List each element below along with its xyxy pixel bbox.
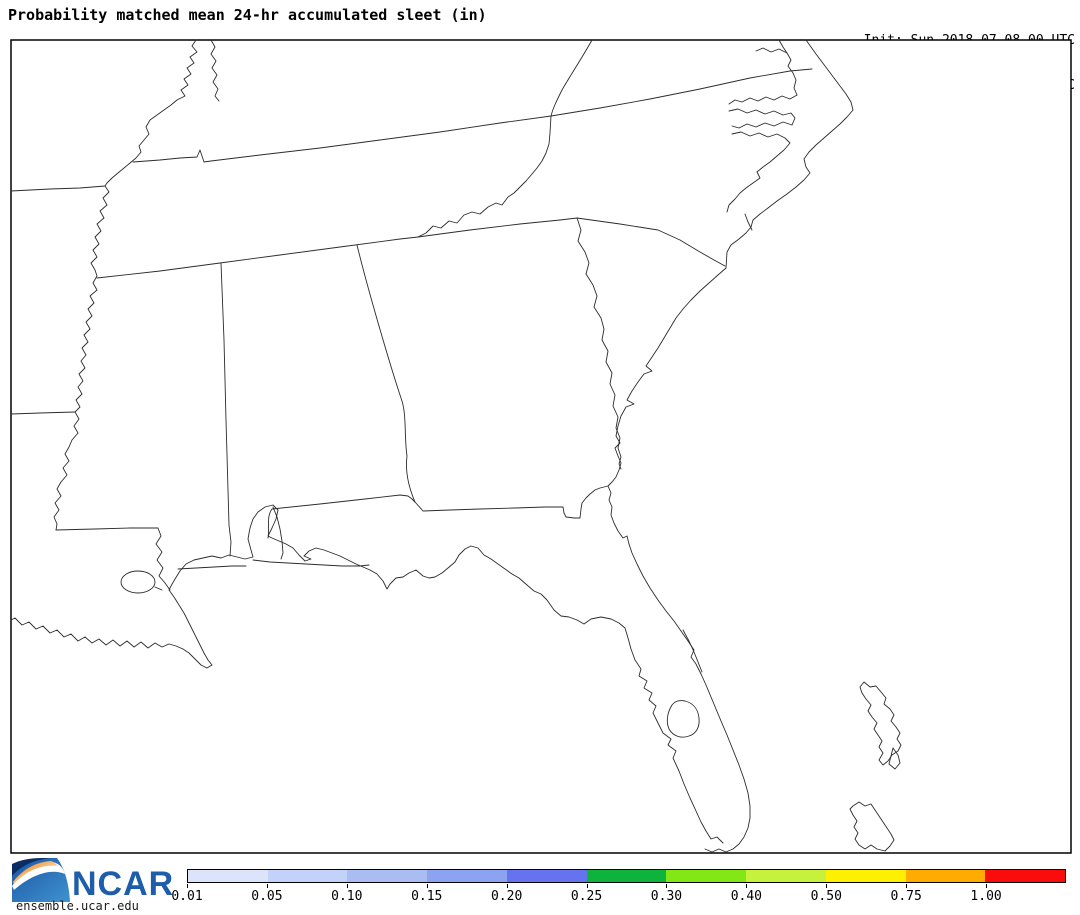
site-url-text: ensemble.ucar.edu [16,899,139,913]
coast-carolinas-georgia [607,267,727,487]
page-title: Probability matched mean 24-hr accumulat… [8,6,487,24]
colorbar-segment [825,870,906,882]
border-al-fl [267,494,416,539]
colorbar-tick [426,884,428,888]
estuary-albemarle [728,94,798,105]
lake-okeechobee [666,700,700,738]
colorbar-segment [347,870,428,882]
barrier-santa-rosa [252,559,370,567]
island-small [888,747,901,770]
coastline-gulf [10,504,724,844]
lake-pontchartrain-channel [154,586,163,591]
lagoon-indian-river [682,629,703,673]
colorbar-tick [986,884,988,888]
colorbar-segment [746,870,826,882]
colorbar-segment [427,870,507,882]
colorbar-tick [266,884,268,888]
colorbar-tick-label: 0.01 [171,889,203,904]
colorbar-tick-label: 1.00 [970,889,1002,904]
colorbar-segment [905,870,986,882]
ncar-logo-swoosh-white [12,862,65,890]
coast-virginia [778,39,798,96]
colorbar-tick-label: 0.10 [331,889,363,904]
colorbar-segment [506,870,587,882]
estuary-pamlico [731,121,793,129]
border-ar-la [10,411,76,415]
border-ms-al [220,262,232,557]
colorbar-tick-label: 0.20 [490,889,523,904]
coastline-atlantic [607,39,854,853]
colorbar-tick-label: 0.05 [251,889,283,904]
estuary-pamlico-south [726,131,791,213]
barrier-mississippi-sound [177,565,247,570]
colorbar-segment [586,870,667,882]
island-andros [849,801,895,852]
lakes [120,570,700,738]
coast-florida-west-and-gulf [10,504,724,844]
estuary-albemarle-south [728,108,796,126]
bay-mobile-east-shore [272,506,284,560]
estuary-james [755,47,788,54]
colorbar-tick [187,884,188,888]
colorbar-tick-label: 0.75 [890,889,922,904]
coast-outer-banks [725,39,854,269]
islands-bahamas [849,681,902,852]
colorbar-tick [346,884,348,888]
river-cape-fear [744,213,753,231]
colorbar-segment [188,870,268,882]
colorbar [187,869,1066,883]
border-ms-la [55,527,171,591]
border-tn-ky-va-nc [132,68,813,163]
border-ky-va [550,39,593,117]
colorbar-tick-label: 0.25 [570,889,603,904]
colorbar-tick [666,884,668,888]
colorbar-tick [906,884,908,888]
colorbar-segment [267,870,348,882]
colorbar-segments [188,870,1066,882]
colorbar-tick-label: 0.50 [810,889,842,904]
colorbar-tick [506,884,508,888]
colorbar-segment [985,870,1066,882]
island-abaco [859,681,902,766]
ncar-logo-wordmark: NCAR [72,865,174,903]
colorbar-tick [586,884,588,888]
map-border-frame [10,39,1072,854]
coast-florida-east [607,485,751,853]
colorbar-ticks: 0.01 0.05 0.10 0.15 0.20 0.25 0.30 0.40 0.50 0.75… [171,883,1066,909]
ncar-logo-swoosh-orange [13,861,58,884]
border-fl-ga [414,485,609,519]
river-mississippi [53,39,220,531]
ncar-logo: NCAR [8,856,218,904]
state-borders [10,39,813,591]
colorbar-tick [746,884,748,888]
border-ga-nc-sc [417,217,726,267]
border-ga-sc [576,217,622,470]
lake-pontchartrain [120,570,156,594]
colorbar-tick [826,884,828,888]
ncar-logo-navy-wedge [12,858,52,876]
colorbar-tick-label: 0.30 [650,889,683,904]
colorbar-tick-label: 0.40 [730,889,763,904]
colorbar-segment [666,870,747,882]
colorbar-tick-label: 0.15 [411,889,443,904]
border-ar-mo [10,185,106,192]
border-al-ga [356,244,416,503]
border-tn-south-and-tn-nc [96,115,552,279]
